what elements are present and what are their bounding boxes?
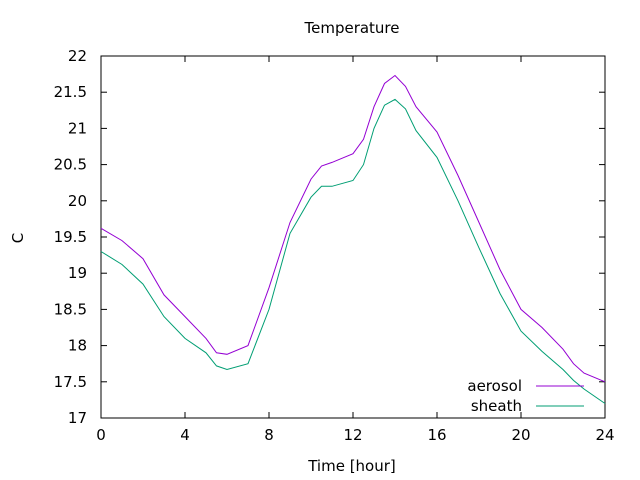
x-tick-label: 8 bbox=[264, 426, 274, 444]
y-tick-label: 17.5 bbox=[54, 373, 87, 391]
y-axis-label: C bbox=[9, 233, 27, 243]
plot-frame bbox=[100, 55, 606, 419]
y-tick-label: 18.5 bbox=[54, 300, 87, 318]
y-tick-label: 20.5 bbox=[54, 156, 87, 174]
y-tick-label: 20 bbox=[68, 192, 87, 210]
axis-ticks: 0 4 8 12 16 20 24 17 17.5 18 18.5 19 19.5 20 20.5 21 21.… bbox=[54, 47, 615, 444]
y-tick-label: 18 bbox=[68, 337, 87, 355]
y-tick-label: 17 bbox=[68, 409, 87, 427]
x-tick-label: 16 bbox=[427, 426, 446, 444]
series-layer bbox=[100, 74, 606, 404]
x-tick-label: 20 bbox=[511, 426, 530, 444]
series-line-sheath bbox=[100, 98, 606, 404]
y-tick-label: 21 bbox=[68, 119, 87, 137]
y-tick-label: 19 bbox=[68, 264, 87, 282]
chart-title: Temperature bbox=[303, 19, 399, 37]
legend: aerosol sheath bbox=[467, 377, 584, 415]
legend-label-sheath: sheath bbox=[471, 397, 522, 415]
x-axis-label: Time [hour] bbox=[307, 457, 396, 475]
y-tick-label: 21.5 bbox=[54, 83, 87, 101]
x-tick-label: 12 bbox=[343, 426, 362, 444]
series-line-aerosol bbox=[100, 74, 606, 383]
x-tick-label: 0 bbox=[96, 426, 106, 444]
y-tick-label: 19.5 bbox=[54, 228, 87, 246]
x-tick-label: 24 bbox=[595, 426, 614, 444]
x-tick-label: 4 bbox=[180, 426, 190, 444]
legend-label-aerosol: aerosol bbox=[467, 377, 522, 395]
y-tick-label: 22 bbox=[68, 47, 87, 65]
